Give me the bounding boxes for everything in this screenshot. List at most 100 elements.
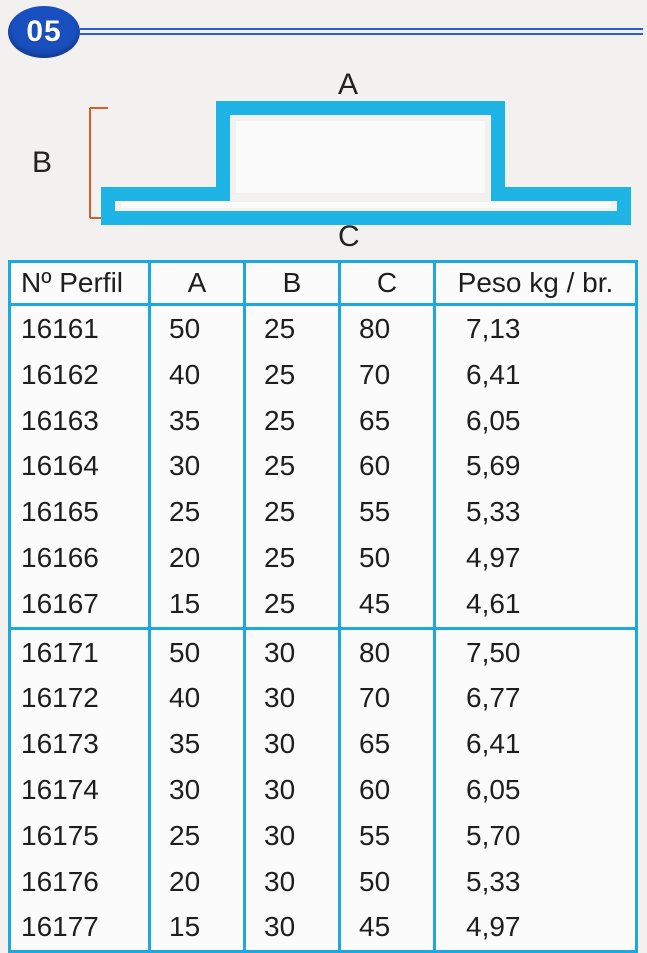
badge-number: 05: [26, 15, 61, 49]
spec-table: Nº Perfil A B C Peso kg / br. 1616150258…: [8, 260, 638, 953]
cell-b: 25: [245, 398, 340, 444]
col-header-a: A: [150, 262, 245, 305]
cell-perfil: 16172: [10, 675, 150, 721]
cell-peso: 6,05: [435, 398, 637, 444]
cell-perfil: 16164: [10, 443, 150, 489]
badge-ellipse: 05: [8, 6, 80, 58]
spec-table-wrap: Nº Perfil A B C Peso kg / br. 1616150258…: [8, 260, 638, 953]
cell-c: 45: [340, 581, 435, 628]
cell-peso: 6,77: [435, 675, 637, 721]
cell-c: 55: [340, 813, 435, 859]
cell-perfil: 16166: [10, 535, 150, 581]
cell-perfil: 16162: [10, 352, 150, 398]
cell-b: 25: [245, 581, 340, 628]
col-header-peso: Peso kg / br.: [435, 262, 637, 305]
cell-c: 50: [340, 535, 435, 581]
cell-a: 25: [150, 489, 245, 535]
cell-b: 30: [245, 904, 340, 951]
section-badge: 05: [8, 6, 80, 58]
cell-c: 80: [340, 305, 435, 352]
cell-perfil: 16174: [10, 767, 150, 813]
cell-b: 25: [245, 305, 340, 352]
cell-a: 25: [150, 813, 245, 859]
cell-perfil: 16176: [10, 859, 150, 905]
cell-b: 30: [245, 767, 340, 813]
cell-c: 60: [340, 443, 435, 489]
cell-c: 65: [340, 721, 435, 767]
cell-peso: 4,97: [435, 904, 637, 951]
cell-a: 20: [150, 859, 245, 905]
cell-c: 60: [340, 767, 435, 813]
table-row: 161652525555,33: [10, 489, 637, 535]
table-row: 161633525656,05: [10, 398, 637, 444]
header-rules: [80, 28, 643, 36]
table-row: 161724030706,77: [10, 675, 637, 721]
cell-b: 25: [245, 535, 340, 581]
cell-peso: 6,41: [435, 352, 637, 398]
cell-b: 30: [245, 628, 340, 675]
cell-c: 50: [340, 859, 435, 905]
col-header-perfil: Nº Perfil: [10, 262, 150, 305]
table-row: 161752530555,70: [10, 813, 637, 859]
table-row: 161743030606,05: [10, 767, 637, 813]
cell-a: 40: [150, 675, 245, 721]
cell-a: 30: [150, 767, 245, 813]
cell-a: 15: [150, 581, 245, 628]
cell-perfil: 16177: [10, 904, 150, 951]
table-row: 161715030807,50: [10, 628, 637, 675]
cell-a: 50: [150, 628, 245, 675]
table-row: 161762030505,33: [10, 859, 637, 905]
cell-c: 45: [340, 904, 435, 951]
cell-b: 30: [245, 813, 340, 859]
cell-a: 35: [150, 721, 245, 767]
table-row: 161662025504,97: [10, 535, 637, 581]
cell-perfil: 16161: [10, 305, 150, 352]
cell-peso: 5,33: [435, 489, 637, 535]
table-row: 161624025706,41: [10, 352, 637, 398]
table-row: 161643025605,69: [10, 443, 637, 489]
col-header-c: C: [340, 262, 435, 305]
cell-c: 80: [340, 628, 435, 675]
cell-b: 30: [245, 721, 340, 767]
cell-peso: 6,05: [435, 767, 637, 813]
cell-b: 25: [245, 352, 340, 398]
cell-peso: 4,97: [435, 535, 637, 581]
cell-perfil: 16167: [10, 581, 150, 628]
cell-peso: 5,70: [435, 813, 637, 859]
cell-a: 30: [150, 443, 245, 489]
profile-svg: [8, 68, 638, 248]
cell-perfil: 16173: [10, 721, 150, 767]
cell-peso: 5,69: [435, 443, 637, 489]
table-row: 161615025807,13: [10, 305, 637, 352]
cell-peso: 7,50: [435, 628, 637, 675]
cell-c: 55: [340, 489, 435, 535]
cell-a: 15: [150, 904, 245, 951]
cell-peso: 7,13: [435, 305, 637, 352]
cell-peso: 4,61: [435, 581, 637, 628]
table-row: 161733530656,41: [10, 721, 637, 767]
cell-perfil: 16163: [10, 398, 150, 444]
cell-perfil: 16165: [10, 489, 150, 535]
cell-b: 30: [245, 859, 340, 905]
table-header-row: Nº Perfil A B C Peso kg / br.: [10, 262, 637, 305]
header-rule-bottom: [80, 33, 643, 35]
cell-c: 65: [340, 398, 435, 444]
cell-b: 25: [245, 443, 340, 489]
table-row: 161671525454,61: [10, 581, 637, 628]
cell-perfil: 16171: [10, 628, 150, 675]
cell-b: 25: [245, 489, 340, 535]
cell-peso: 6,41: [435, 721, 637, 767]
table-row: 161771530454,97: [10, 904, 637, 951]
cell-a: 50: [150, 305, 245, 352]
col-header-b: B: [245, 262, 340, 305]
cell-a: 20: [150, 535, 245, 581]
page-canvas: 05 A B C: [0, 0, 647, 888]
cell-a: 35: [150, 398, 245, 444]
cell-c: 70: [340, 675, 435, 721]
cell-b: 30: [245, 675, 340, 721]
cell-peso: 5,33: [435, 859, 637, 905]
header-rule-top: [80, 28, 643, 30]
cell-a: 40: [150, 352, 245, 398]
profile-diagram: A B C: [8, 68, 638, 248]
cell-c: 70: [340, 352, 435, 398]
